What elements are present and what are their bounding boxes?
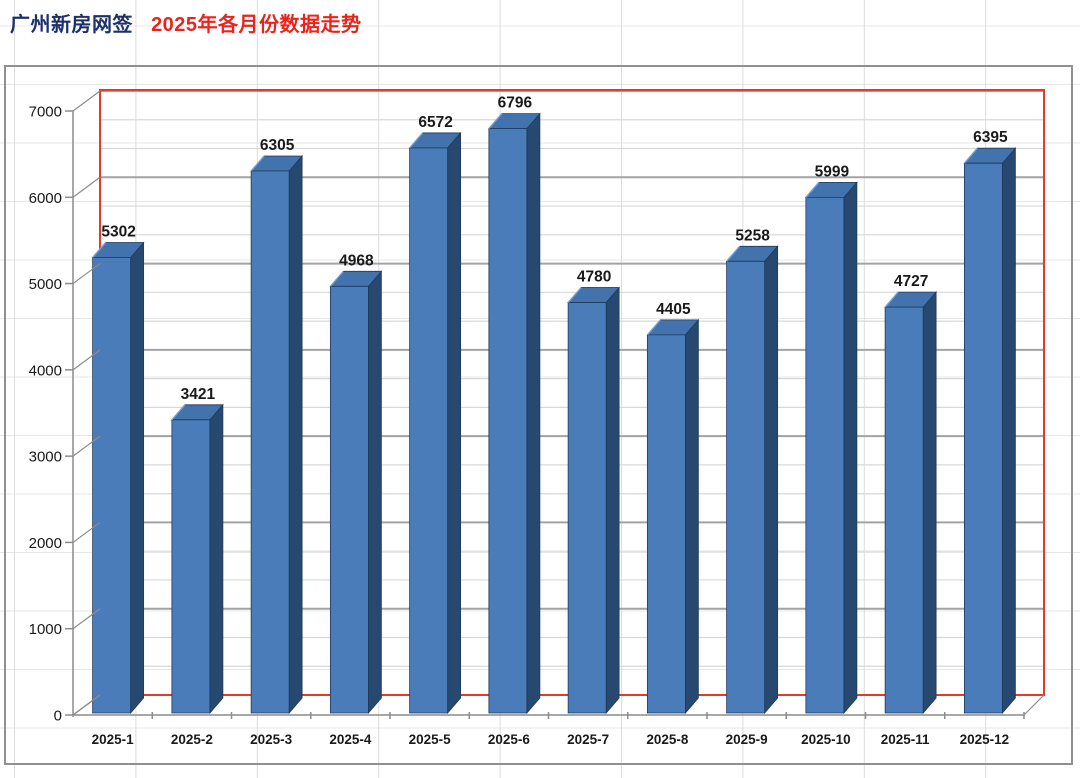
bar-2025-11	[884, 291, 938, 715]
bar-top-bevel	[805, 181, 820, 198]
chart-frame	[4, 65, 1073, 765]
bar-side-face	[447, 131, 462, 715]
bar-2025-5	[408, 131, 462, 715]
bar-side-face	[130, 241, 145, 715]
x-tick-label-2025-5: 2025-5	[409, 732, 452, 747]
bar-front-face	[409, 147, 449, 714]
y-axis-depth-line	[72, 521, 101, 543]
x-tick-label-2025-6: 2025-6	[488, 732, 531, 747]
bar-top-bevel	[884, 291, 899, 308]
bar-side-face	[209, 403, 224, 715]
x-tick-label-2025-4: 2025-4	[329, 732, 372, 747]
bar-top-bevel	[92, 242, 107, 258]
bar-side-face	[288, 154, 303, 715]
bar-front-face	[488, 128, 528, 714]
y-tick-label-3000: 3000	[29, 449, 62, 466]
bar-value-label-2025-5: 6572	[418, 114, 452, 131]
bar-top-bevel	[409, 132, 424, 149]
bar-value-label-2025-10: 5999	[815, 163, 850, 180]
bar-side-face	[526, 112, 541, 715]
chart-title: 广州新房网签 2025年各月份数据走势	[10, 8, 362, 42]
bar-front-face	[92, 257, 132, 714]
bar-front-face	[805, 196, 845, 714]
bar-2025-12	[963, 147, 1017, 715]
y-tick-label-4000: 4000	[29, 362, 62, 379]
bar-value-label-2025-1: 5302	[101, 224, 135, 241]
bar-side-face	[922, 291, 937, 715]
bar-side-face	[605, 286, 620, 715]
bar-2025-7	[567, 286, 621, 715]
bar-2025-3	[250, 154, 304, 715]
bar-side-face	[843, 181, 858, 715]
chart-title-main: 广州新房网签	[10, 14, 133, 36]
bar-value-label-2025-6: 6796	[498, 95, 533, 112]
x-tick-label-2025-3: 2025-3	[250, 732, 293, 747]
bar-value-label-2025-3: 6305	[260, 137, 295, 154]
bar-2025-6	[487, 112, 541, 715]
y-axis-depth-line	[72, 176, 101, 198]
y-tick-label-5000: 5000	[29, 276, 62, 293]
y-axis-depth-line	[72, 90, 101, 112]
bar-value-label-2025-4: 4968	[339, 252, 374, 269]
bar-2025-8	[646, 318, 700, 715]
bar-front-face	[567, 302, 607, 714]
y-axis-depth-line	[72, 263, 101, 285]
bar-front-face	[726, 260, 766, 714]
bar-front-face	[250, 170, 290, 714]
bar-value-label-2025-9: 5258	[735, 227, 770, 244]
x-axis-depth-line-left	[72, 694, 101, 716]
bar-2025-1	[91, 241, 145, 715]
bar-top-bevel	[646, 319, 661, 336]
bar-top-bevel	[329, 270, 344, 287]
bar-2025-4	[329, 270, 383, 715]
x-tick-label-2025-9: 2025-9	[726, 732, 768, 747]
bar-top-bevel	[726, 245, 741, 262]
bar-top-bevel	[567, 287, 582, 304]
chart-title-sub: 2025年各月份数据走势	[151, 14, 362, 36]
bar-front-face	[646, 334, 686, 714]
x-axis-depth-line-right	[1023, 694, 1045, 716]
bar-front-face	[171, 419, 211, 714]
y-axis-depth-line	[72, 349, 101, 371]
y-axis-depth-line	[72, 435, 101, 457]
bar-value-label-2025-12: 6395	[973, 129, 1008, 146]
x-tick-label-2025-8: 2025-8	[646, 732, 689, 747]
bar-top-bevel	[171, 404, 186, 421]
y-tick-label-2000: 2000	[29, 535, 62, 552]
x-tick-label-2025-7: 2025-7	[567, 732, 609, 747]
bar-value-label-2025-8: 4405	[656, 301, 691, 318]
bar-value-label-2025-2: 3421	[181, 386, 216, 403]
bar-front-face	[329, 285, 369, 714]
bar-side-face	[684, 318, 699, 715]
bar-side-face	[764, 245, 779, 715]
bar-side-face	[1001, 147, 1016, 715]
bar-2025-9	[725, 245, 779, 715]
y-axis-depth-line	[72, 608, 101, 630]
bar-side-face	[367, 270, 382, 715]
x-tick-label-2025-1: 2025-1	[92, 732, 135, 747]
bar-front-face	[884, 306, 924, 714]
bar-top-bevel	[963, 147, 978, 164]
y-tick-label-6000: 6000	[29, 190, 62, 207]
y-tick-label-7000: 7000	[29, 104, 62, 121]
bar-2025-10	[804, 181, 858, 715]
bar-value-label-2025-7: 4780	[577, 269, 611, 286]
bar-top-bevel	[488, 113, 503, 130]
x-tick-label-2025-12: 2025-12	[960, 732, 1010, 747]
x-tick-label-2025-2: 2025-2	[171, 732, 213, 747]
bar-top-bevel	[250, 155, 265, 172]
x-tick-label-2025-11: 2025-11	[881, 732, 930, 747]
bar-value-label-2025-11: 4727	[894, 273, 928, 290]
bar-front-face	[963, 162, 1003, 714]
x-tick-label-2025-10: 2025-10	[801, 732, 851, 747]
y-tick-label-0: 0	[54, 708, 62, 725]
bar-2025-2	[170, 403, 224, 715]
y-tick-label-1000: 1000	[29, 621, 62, 638]
